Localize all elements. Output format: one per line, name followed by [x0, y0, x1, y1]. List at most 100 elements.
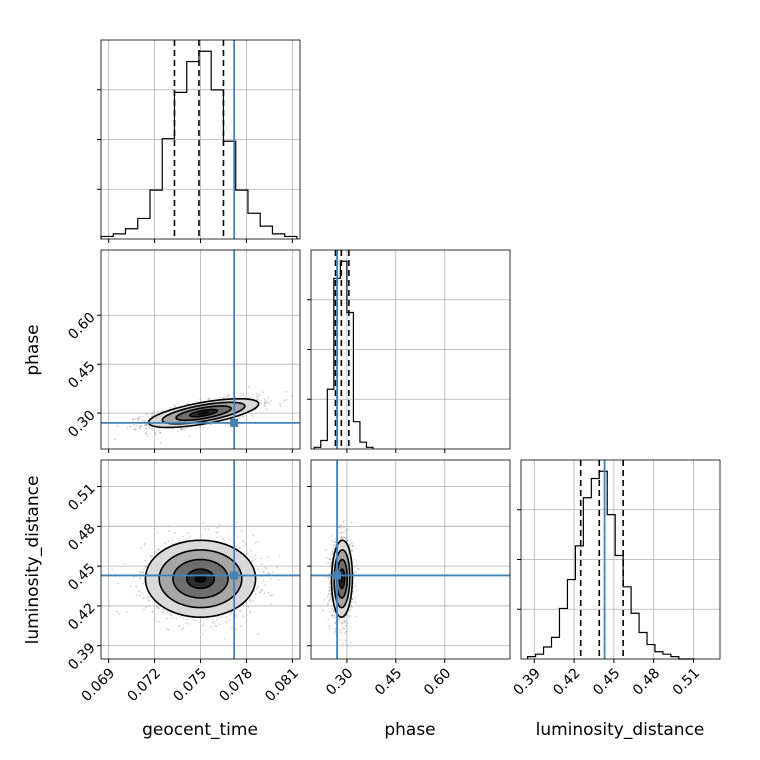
- panel-geocent-time-vs-luminosity-distance-point: [262, 570, 265, 573]
- panel-phase-vs-luminosity-distance-point: [343, 620, 346, 623]
- panel-geocent-time-vs-luminosity-distance-point: [229, 611, 232, 614]
- panel-geocent-time-vs-luminosity-distance-point: [170, 614, 172, 617]
- panel-geocent-time-vs-luminosity-distance-point: [249, 611, 251, 614]
- panel-geocent-time-vs-luminosity-distance-point: [143, 568, 146, 571]
- panel-geocent-time-vs-luminosity-distance-point: [168, 540, 171, 543]
- panel-geocent-time-vs-phase-point: [285, 399, 288, 401]
- panel-geocent-time-vs-luminosity-distance-point: [167, 628, 170, 631]
- panel-phase-vs-luminosity-distance-point: [340, 526, 343, 528]
- panel-geocent-time-vs-luminosity-distance-point: [158, 548, 160, 550]
- panel-geocent-time-vs-luminosity-distance-point: [258, 577, 260, 580]
- panel-phase-vs-luminosity-distance-point: [351, 544, 354, 547]
- panel-phase-vs-luminosity-distance-point: [346, 644, 349, 647]
- panel-phase-vs-luminosity-distance-point: [354, 585, 357, 588]
- panel-geocent-time-vs-phase-point: [145, 432, 147, 435]
- panel-geocent-time-vs-phase-point: [157, 429, 160, 432]
- panel-geocent-time-vs-luminosity-distance-point: [246, 552, 249, 555]
- ytick-label-phase-2: 0.60: [65, 310, 98, 343]
- hist-geocent-time-frame: [100, 39, 301, 240]
- panel-geocent-time-vs-phase-point: [241, 394, 244, 397]
- panel-geocent-time-vs-phase-point: [145, 432, 148, 434]
- xtick-label-phase-2: 0.60: [421, 665, 454, 698]
- panel-phase-vs-luminosity-distance-point: [344, 529, 347, 532]
- panel-geocent-time-vs-luminosity-distance-point: [267, 591, 269, 594]
- panel-geocent-time-vs-phase-point: [152, 411, 155, 414]
- panel-geocent-time-vs-luminosity-distance-point: [155, 620, 158, 622]
- xlabel-luminosity-distance: luminosity_distance: [536, 720, 705, 740]
- panel-geocent-time-vs-phase-point: [227, 423, 230, 426]
- panel-geocent-time-vs-phase-point: [183, 428, 186, 431]
- panel-geocent-time-vs-luminosity-distance-point: [267, 572, 270, 575]
- panel-geocent-time-vs-luminosity-distance-point: [228, 619, 231, 622]
- panel-geocent-time-vs-luminosity-distance-point: [156, 531, 159, 534]
- panel-geocent-time-vs-phase-point: [134, 418, 137, 420]
- panel-phase-vs-luminosity-distance-truth-marker: [333, 571, 342, 580]
- panel-geocent-time-vs-phase-point: [143, 420, 146, 423]
- panel-geocent-time-vs-luminosity-distance-point: [254, 593, 257, 596]
- panel-phase-vs-luminosity-distance-point: [353, 566, 356, 568]
- panel-geocent-time-vs-luminosity-distance-point: [264, 566, 267, 569]
- panel-phase-vs-luminosity-distance-point: [327, 562, 329, 564]
- panel-geocent-time-vs-luminosity-distance-point: [252, 534, 255, 537]
- panel-geocent-time-vs-phase-point: [227, 394, 230, 397]
- xtick-label-geocent-time-0: 0.069: [79, 665, 119, 705]
- panel-geocent-time-vs-phase-point: [157, 410, 159, 413]
- panel-geocent-time-vs-phase-point: [266, 402, 268, 405]
- panel-phase-vs-luminosity-distance-point: [322, 609, 324, 612]
- panel-phase-vs-luminosity-distance-point: [342, 536, 345, 538]
- xtick-label-geocent-time-4: 0.081: [262, 665, 302, 705]
- panel-phase-vs-luminosity-distance-point: [343, 627, 345, 630]
- panel-geocent-time-vs-phase-point: [248, 396, 251, 399]
- panel-phase-vs-luminosity-distance-point: [345, 528, 348, 530]
- panel-geocent-time-vs-luminosity-distance-truth-marker: [230, 571, 239, 580]
- ytick-label-luminosity-distance-4: 0.51: [65, 481, 98, 514]
- panel-geocent-time-vs-phase-point: [176, 430, 179, 433]
- panel-phase-vs-luminosity-distance-point: [328, 589, 331, 592]
- panel-geocent-time-vs-phase-point: [219, 396, 222, 399]
- panel-phase-vs-luminosity-distance-point: [323, 599, 326, 601]
- panel-geocent-time-vs-phase-point: [256, 395, 258, 398]
- panel-geocent-time-vs-luminosity-distance-point: [135, 593, 138, 596]
- panel-geocent-time-vs-luminosity-distance-point: [157, 607, 160, 610]
- panel-geocent-time-vs-luminosity-distance-point: [141, 592, 144, 594]
- panel-geocent-time-vs-phase-point: [134, 428, 137, 431]
- panel-geocent-time-vs-phase-point: [223, 396, 226, 399]
- panel-phase-vs-luminosity-distance-point: [350, 521, 353, 524]
- ytick-label-phase-0: 0.30: [65, 407, 98, 440]
- panel-phase-vs-luminosity-distance-point: [352, 545, 354, 547]
- panel-geocent-time-vs-luminosity-distance-density-peak: [194, 574, 207, 583]
- panel-geocent-time-vs-luminosity-distance-point: [151, 610, 154, 613]
- panel-phase-vs-luminosity-distance-point: [358, 568, 360, 570]
- panel-phase-vs-luminosity-distance-point: [327, 604, 330, 606]
- panel-geocent-time-vs-luminosity-distance-point: [220, 616, 223, 619]
- panel-phase-vs-luminosity-distance-point: [347, 614, 349, 616]
- panel-geocent-time-vs-phase-point: [207, 398, 210, 401]
- panel-geocent-time-vs-luminosity-distance-point: [225, 621, 228, 624]
- panel-geocent-time-vs-luminosity-distance-point: [168, 525, 171, 527]
- panel-geocent-time-vs-luminosity-distance-point: [162, 608, 164, 611]
- panel-geocent-time-vs-phase-point: [149, 425, 151, 428]
- panel-geocent-time-vs-luminosity-distance-point: [201, 624, 204, 627]
- panel-phase-vs-luminosity-distance-point: [327, 577, 329, 579]
- panel-geocent-time-vs-luminosity-distance-point: [181, 628, 184, 631]
- panel-geocent-time-vs-phase-point: [267, 396, 270, 399]
- panel-geocent-time-vs-luminosity-distance-point: [254, 554, 257, 557]
- panel-geocent-time-vs-phase-point: [242, 393, 245, 396]
- panel-geocent-time-vs-luminosity-distance-point: [151, 555, 154, 557]
- panel-geocent-time-vs-luminosity-distance-point: [154, 551, 157, 553]
- panel-geocent-time-vs-luminosity-distance-point: [251, 599, 254, 602]
- panel-phase-vs-luminosity-distance-point: [344, 621, 347, 624]
- panel-geocent-time-vs-phase-point: [140, 425, 142, 428]
- panel-geocent-time-vs-phase-plot-area: [101, 250, 300, 449]
- panel-phase-vs-luminosity-distance-point: [340, 629, 342, 631]
- panel-geocent-time-vs-luminosity-distance-point: [256, 633, 259, 636]
- panel-phase-vs-luminosity-distance-point: [351, 541, 353, 544]
- xtick-label-geocent-time-3: 0.078: [216, 665, 256, 705]
- panel-phase-vs-luminosity-distance-contour-1: [333, 549, 351, 609]
- panel-phase-vs-luminosity-distance-point: [331, 553, 334, 556]
- panel-geocent-time-vs-phase-point: [252, 415, 255, 418]
- panel-geocent-time-vs-luminosity-distance-point: [248, 610, 251, 612]
- ytick-label-luminosity-distance-1: 0.42: [65, 600, 98, 633]
- panel-geocent-time-vs-luminosity-distance-contour-1: [158, 549, 243, 609]
- panel-geocent-time-vs-luminosity-distance-point: [278, 555, 281, 558]
